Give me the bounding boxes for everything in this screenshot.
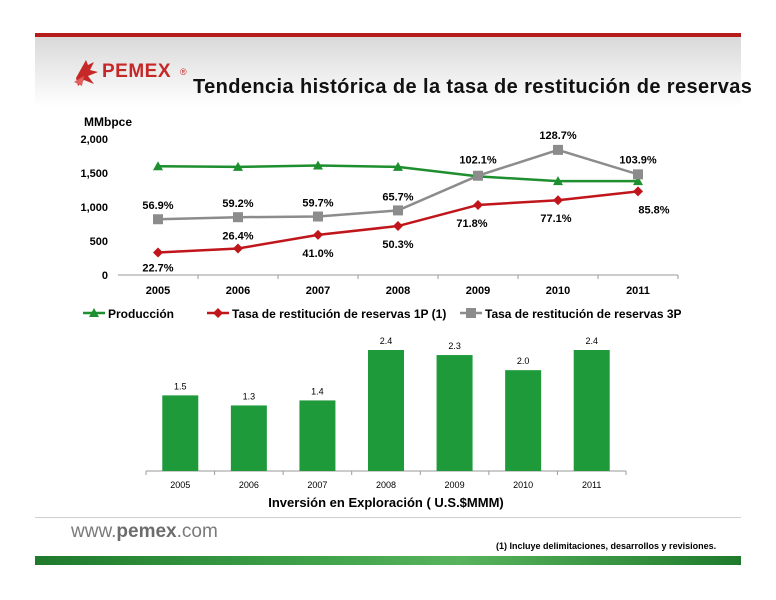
- bar: [299, 400, 336, 471]
- x-tick-label: 2010: [546, 285, 570, 297]
- x-tick-label: 2008: [386, 285, 410, 297]
- website-url[interactable]: www.pemex.com: [71, 521, 218, 543]
- series-1-point: [153, 161, 163, 171]
- data-label-1p: 26.4%: [222, 230, 253, 242]
- legend-marker: [89, 308, 99, 317]
- url-suffix: .com: [176, 521, 218, 542]
- data-label-3p: 56.9%: [142, 200, 173, 212]
- y-axis-label: MMbpce: [84, 115, 132, 129]
- x-tick-label: 2006: [226, 285, 250, 297]
- legend-marker: [213, 308, 223, 318]
- bar-value-label: 2.4: [585, 336, 598, 346]
- legend-marker: [466, 308, 476, 318]
- series-2-point: [153, 247, 163, 258]
- series-2-point: [633, 186, 643, 197]
- footer-divider: [35, 517, 741, 518]
- bar-value-label: 1.3: [243, 391, 256, 401]
- data-label-1p: 77.1%: [540, 213, 571, 225]
- series-2-point: [313, 229, 323, 240]
- legend-label: Producción: [108, 307, 174, 321]
- logo-registered-mark: ®: [180, 67, 187, 77]
- bar: [162, 395, 199, 471]
- bar-x-tick-label: 2010: [513, 480, 533, 490]
- url-prefix: www.: [71, 521, 117, 542]
- logo-text: PEMEX: [102, 61, 172, 82]
- bar: [505, 370, 542, 471]
- bar-value-label: 2.0: [517, 356, 530, 366]
- series-3-point: [553, 144, 563, 155]
- data-label-1p: 50.3%: [382, 239, 413, 251]
- x-tick-label: 2009: [466, 285, 490, 297]
- pemex-eagle-icon: [74, 60, 98, 86]
- bar-x-tick-label: 2005: [170, 480, 190, 490]
- data-label-1p: 22.7%: [142, 263, 173, 275]
- bar-x-tick-label: 2009: [445, 480, 465, 490]
- bar-value-label: 1.4: [311, 386, 324, 396]
- data-label-1p: 71.8%: [456, 218, 487, 230]
- x-tick-label: 2005: [146, 285, 170, 297]
- bar-x-tick-label: 2008: [376, 480, 396, 490]
- series-3-point: [153, 214, 163, 225]
- url-brand: pemex: [116, 521, 177, 542]
- bar-x-tick-label: 2011: [582, 480, 601, 490]
- bar: [573, 350, 610, 471]
- data-label-3p: 128.7%: [539, 130, 577, 142]
- data-label-3p: 59.2%: [222, 198, 253, 210]
- series-2-point: [233, 243, 243, 254]
- data-label-3p: 103.9%: [619, 154, 657, 166]
- series-3-point: [473, 170, 483, 181]
- series-3-point: [313, 211, 323, 222]
- data-label-1p: 85.8%: [638, 204, 669, 216]
- y-tick-label: 500: [90, 236, 108, 248]
- bar: [230, 405, 267, 471]
- x-tick-label: 2007: [306, 285, 330, 297]
- series-1-point: [553, 176, 563, 186]
- page-title: Tendencia histórica de la tasa de restit…: [193, 76, 753, 98]
- series-3-point: [633, 169, 643, 180]
- bar-chart-title: Inversión en Exploración ( U.S.$MMM): [268, 495, 503, 510]
- series-1-point: [393, 161, 403, 171]
- data-label-3p: 59.7%: [302, 198, 333, 210]
- series-2-point: [393, 221, 403, 232]
- bar-value-label: 2.3: [448, 341, 461, 351]
- footnote: (1) Incluye delimitaciones, desarrollos …: [496, 541, 717, 551]
- y-tick-label: 2,000: [80, 134, 108, 146]
- bar-value-label: 1.5: [174, 381, 187, 391]
- footer-band: [35, 556, 741, 565]
- bar-x-tick-label: 2006: [239, 480, 259, 490]
- series-1-point: [233, 161, 243, 171]
- y-tick-label: 1,000: [80, 202, 108, 214]
- bar: [436, 355, 473, 471]
- x-tick-label: 2011: [626, 285, 650, 297]
- data-label-1p: 41.0%: [302, 248, 333, 260]
- data-label-3p: 102.1%: [459, 155, 497, 167]
- header-top-band: [35, 33, 741, 37]
- series-1-point: [313, 160, 323, 170]
- bar-chart: 1.5 2005 1.3 2006 1.4 2007 2.4 2008 2.3 2009 2.0 20…: [145, 336, 627, 510]
- bar-value-label: 2.4: [380, 336, 393, 346]
- legend-label: Tasa de restitución de reservas 3P: [485, 307, 682, 321]
- pemex-logo: PEMEX ®: [72, 56, 192, 90]
- series-2-point: [473, 199, 483, 210]
- series-2-point: [553, 195, 563, 206]
- series-1-point: [633, 176, 643, 186]
- header-background: [35, 37, 741, 107]
- y-tick-label: 1,500: [80, 168, 108, 180]
- y-tick-label: 0: [102, 270, 108, 282]
- line-chart: MMbpce 0 500 1,000 1,500 2,000 2005 2006 2007 200…: [80, 115, 681, 321]
- series-3-point: [233, 212, 243, 223]
- bar-x-tick-label: 2007: [307, 480, 327, 490]
- series-3-point: [393, 205, 403, 216]
- bar: [368, 350, 404, 471]
- data-label-3p: 65.7%: [382, 191, 413, 203]
- legend-label: Tasa de restitución de reservas 1P (1): [232, 307, 446, 321]
